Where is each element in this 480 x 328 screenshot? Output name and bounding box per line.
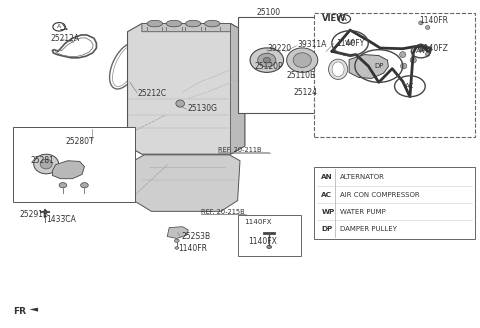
Text: 25212C: 25212C [137,89,166,98]
Ellipse shape [410,57,416,63]
Ellipse shape [400,51,406,57]
Polygon shape [128,24,245,154]
Text: VIEW: VIEW [323,14,347,24]
Text: AIR CON COMPRESSOR: AIR CON COMPRESSOR [339,192,419,197]
Ellipse shape [425,26,430,30]
Ellipse shape [40,159,52,169]
Ellipse shape [425,52,430,56]
Text: AN: AN [322,174,333,180]
Ellipse shape [166,20,181,27]
Ellipse shape [263,57,270,63]
Text: 25291B: 25291B [20,210,49,219]
Text: ALTERNATOR: ALTERNATOR [339,174,384,180]
Circle shape [59,183,67,188]
Ellipse shape [267,245,272,249]
Ellipse shape [419,21,423,25]
Text: A: A [342,16,347,22]
Ellipse shape [328,59,348,79]
Polygon shape [52,161,84,179]
Text: 252S3B: 252S3B [181,232,211,241]
Text: 1140FZ: 1140FZ [420,44,448,52]
Polygon shape [167,227,188,238]
Ellipse shape [185,20,201,27]
Polygon shape [29,308,38,312]
Text: WP: WP [322,209,335,215]
Text: 25120P: 25120P [254,62,283,71]
Text: A: A [57,24,61,29]
Text: AC: AC [322,192,332,197]
Polygon shape [230,24,245,154]
Text: 39220: 39220 [268,44,292,52]
Text: 39311A: 39311A [298,40,327,49]
Text: 25281: 25281 [30,156,54,165]
Ellipse shape [250,48,284,72]
Text: 1433CA: 1433CA [46,215,76,224]
Text: REF. 20-211B: REF. 20-211B [218,147,262,153]
Ellipse shape [204,20,220,27]
Text: 25124: 25124 [294,88,318,97]
Ellipse shape [175,247,179,249]
FancyBboxPatch shape [238,17,444,113]
Ellipse shape [34,154,59,174]
Ellipse shape [419,48,423,51]
Text: 1140FY: 1140FY [336,39,364,48]
Text: 25280T: 25280T [65,137,94,146]
Ellipse shape [287,48,318,72]
Text: 25110B: 25110B [287,71,316,80]
Ellipse shape [176,100,184,107]
Polygon shape [134,155,240,211]
FancyBboxPatch shape [314,167,475,239]
FancyBboxPatch shape [238,215,301,256]
Text: AN: AN [416,48,426,54]
Text: WATER PUMP: WATER PUMP [339,209,385,215]
Text: DP: DP [322,226,333,232]
Text: 1140FX: 1140FX [244,219,272,225]
Ellipse shape [401,63,407,69]
FancyBboxPatch shape [12,127,135,202]
FancyBboxPatch shape [314,13,475,137]
Ellipse shape [293,53,312,68]
Circle shape [81,183,88,188]
Text: FR: FR [12,307,25,316]
Ellipse shape [147,20,162,27]
Text: 25130G: 25130G [187,104,217,113]
Polygon shape [142,24,245,32]
Ellipse shape [174,239,179,242]
Text: AC: AC [405,83,415,89]
Ellipse shape [332,62,344,77]
Text: DP: DP [374,63,384,69]
Text: 25100: 25100 [257,8,281,17]
Polygon shape [349,54,388,78]
Text: 1140FR: 1140FR [420,16,448,25]
Text: 1140FX: 1140FX [249,237,277,246]
Ellipse shape [258,53,276,67]
Text: DAMPER PULLEY: DAMPER PULLEY [339,226,396,232]
Text: 1140FR: 1140FR [178,244,207,254]
Text: 25212A: 25212A [51,34,80,43]
Text: REF. 20-215B: REF. 20-215B [201,209,244,215]
Text: WP: WP [345,40,356,46]
